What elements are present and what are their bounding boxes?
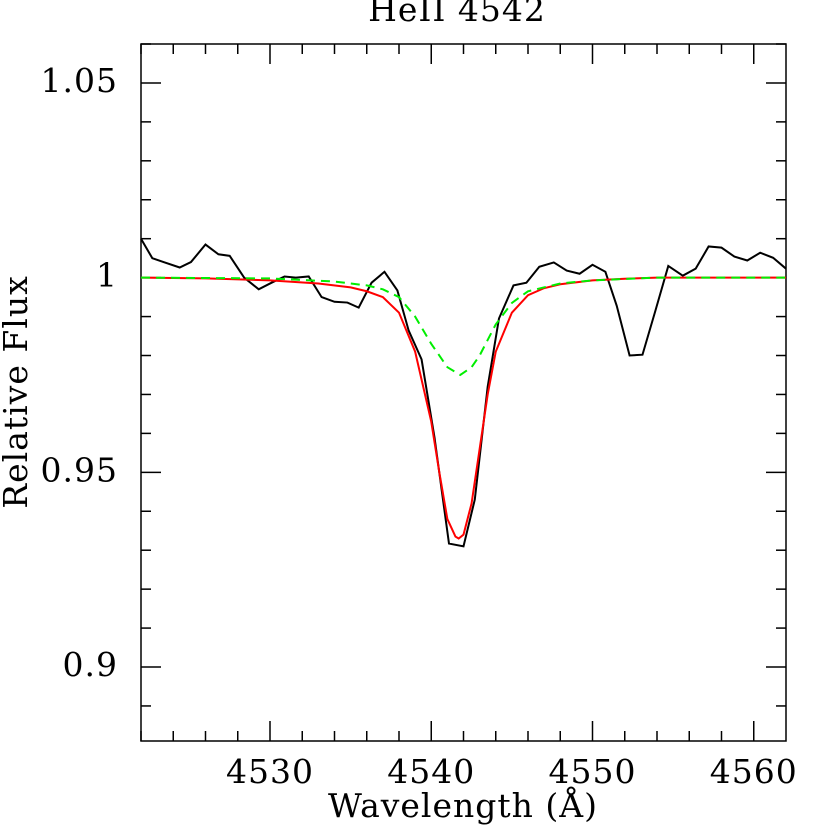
spectrum-line (140, 276, 786, 540)
x-tick-label: 4560 (710, 752, 798, 791)
x-tick-label: 4540 (387, 752, 475, 791)
spectrum-line (140, 276, 786, 377)
plot-frame (140, 43, 787, 742)
y-tick-label: 0.9 (63, 645, 118, 684)
y-tick-label: 0.95 (41, 450, 118, 489)
x-axis-label: Wavelength (Å) (328, 785, 598, 825)
y-tick-label: 1 (96, 256, 118, 295)
spectrum-line (140, 238, 787, 548)
x-tick-label: 4550 (549, 752, 637, 791)
chart-title: HeII 4542 (368, 0, 546, 29)
y-tick-label: 1.05 (41, 61, 118, 100)
y-axis-label: Relative Flux (0, 275, 35, 508)
x-tick-label: 4530 (226, 752, 314, 791)
